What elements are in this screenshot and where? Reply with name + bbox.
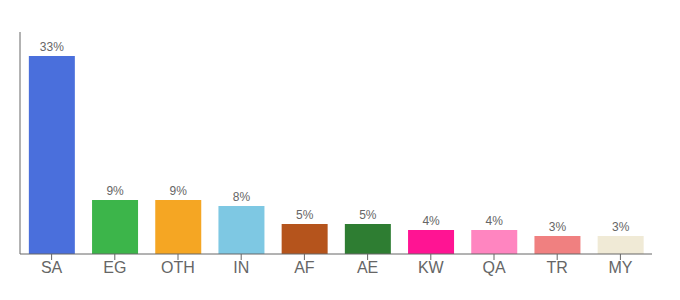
- svg-text:9%: 9%: [170, 184, 188, 198]
- svg-text:OTH: OTH: [161, 259, 195, 276]
- svg-text:TR: TR: [547, 259, 568, 276]
- svg-text:9%: 9%: [106, 184, 124, 198]
- svg-text:3%: 3%: [612, 220, 630, 234]
- svg-text:4%: 4%: [422, 214, 440, 228]
- svg-text:33%: 33%: [40, 40, 64, 54]
- svg-text:IN: IN: [233, 259, 249, 276]
- svg-text:SA: SA: [41, 259, 63, 276]
- svg-text:4%: 4%: [486, 214, 504, 228]
- svg-text:KW: KW: [418, 259, 445, 276]
- svg-text:MY: MY: [608, 259, 632, 276]
- svg-text:5%: 5%: [296, 208, 314, 222]
- svg-text:5%: 5%: [359, 208, 377, 222]
- svg-text:3%: 3%: [549, 220, 567, 234]
- svg-text:AF: AF: [294, 259, 315, 276]
- svg-text:QA: QA: [482, 259, 505, 276]
- svg-text:8%: 8%: [233, 190, 251, 204]
- svg-text:EG: EG: [103, 259, 126, 276]
- svg-text:AE: AE: [357, 259, 378, 276]
